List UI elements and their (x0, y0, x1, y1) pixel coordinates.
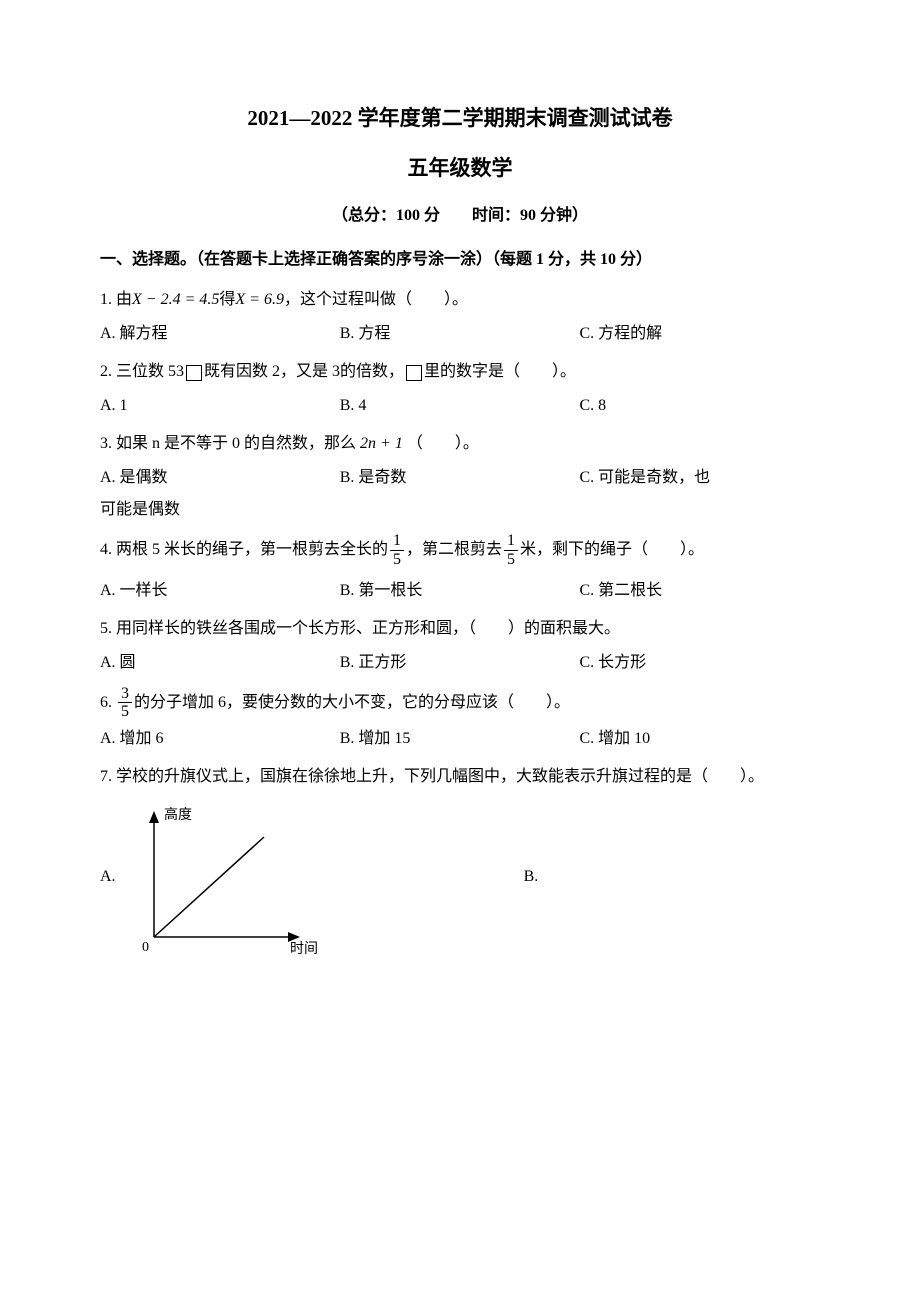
q6-options: A. 增加 6 B. 增加 15 C. 增加 10 (100, 723, 820, 755)
q6-fraction: 35 (118, 685, 132, 721)
q1-text-pre: 1. 由 (100, 291, 132, 308)
question-7-text: 7. 学校的升旗仪式上，国旗在徐徐地上升，下列几幅图中，大致能表示升旗过程的是（… (100, 761, 820, 793)
q1-expr2: X = 6.9 (235, 291, 284, 308)
q4-text-pre: 4. 两根 5 米长的绳子，第一根剪去全长的 (100, 541, 388, 558)
q4-option-c: C. 第二根长 (580, 575, 820, 607)
q4-text-post: 米，剩下的绳子（ ）。 (520, 541, 704, 558)
q5-options: A. 圆 B. 正方形 C. 长方形 (100, 647, 820, 679)
svg-text:0: 0 (142, 940, 149, 955)
question-6: 6. 35的分子增加 6，要使分数的大小不变，它的分母应该（ ）。 A. 增加 … (100, 685, 820, 755)
question-4-text: 4. 两根 5 米长的绳子，第一根剪去全长的15，第二根剪去15米，剩下的绳子（… (100, 532, 820, 568)
question-5: 5. 用同样长的铁丝各围成一个长方形、正方形和圆，（ ）的面积最大。 A. 圆 … (100, 613, 820, 679)
q4-fraction-2: 15 (504, 532, 518, 568)
q6-text-pre: 6. (100, 693, 116, 710)
q3-option-c: C. 可能是奇数，也 (580, 462, 820, 494)
q5-option-b: B. 正方形 (340, 647, 580, 679)
q7-graphs: A. 高度时间 0 B. (100, 797, 820, 957)
q1-text-post: ，这个过程叫做（ ）。 (284, 291, 468, 308)
question-3-text: 3. 如果 n 是不等于 0 的自然数，那么 2n + 1 （ ）。 (100, 428, 820, 460)
q4-options: A. 一样长 B. 第一根长 C. 第二根长 (100, 575, 820, 607)
q2-option-b: B. 4 (340, 390, 580, 422)
q1-option-c: C. 方程的解 (580, 318, 820, 350)
question-7: 7. 学校的升旗仪式上，国旗在徐徐地上升，下列几幅图中，大致能表示升旗过程的是（… (100, 761, 820, 957)
q1-expr1: X − 2.4 = 4.5 (132, 291, 219, 308)
question-1-text: 1. 由X − 2.4 = 4.5得X = 6.9，这个过程叫做（ ）。 (100, 284, 820, 316)
question-2-text: 2. 三位数 53 既有因数 2，又是 3的倍数， 里的数字是（ ）。 (100, 356, 820, 388)
q6-option-a: A. 增加 6 (100, 723, 340, 755)
fraction-den: 5 (118, 703, 132, 721)
question-6-text: 6. 35的分子增加 6，要使分数的大小不变，它的分母应该（ ）。 (100, 685, 820, 721)
blank-box-icon (406, 365, 422, 381)
svg-text:高度: 高度 (164, 806, 192, 823)
q6-text-post: 的分子增加 6，要使分数的大小不变，它的分母应该（ ）。 (134, 693, 570, 710)
q6-option-c: C. 增加 10 (580, 723, 820, 755)
q1-text-mid: 得 (219, 291, 235, 308)
q7-option-a: A. (100, 861, 116, 893)
fraction-den: 5 (504, 551, 518, 569)
question-2: 2. 三位数 53 既有因数 2，又是 3的倍数， 里的数字是（ ）。 A. 1 B… (100, 356, 820, 422)
q2-text-post: 里的数字是（ ）。 (424, 363, 576, 380)
blank-box-icon (186, 365, 202, 381)
fraction-num: 1 (504, 532, 518, 551)
q4-option-a: A. 一样长 (100, 575, 340, 607)
q1-option-b: B. 方程 (340, 318, 580, 350)
q4-option-b: B. 第一根长 (340, 575, 580, 607)
fraction-num: 3 (118, 685, 132, 704)
fraction-den: 5 (390, 551, 404, 569)
q6-option-b: B. 增加 15 (340, 723, 580, 755)
q3-text-post: （ ）。 (407, 435, 479, 452)
q2-text-pre: 2. 三位数 53 (100, 363, 184, 380)
section-header: 一、选择题。（在答题卡上选择正确答案的序号涂一涂）（每题 1 分，共 10 分） (100, 244, 820, 276)
q4-text-mid: ，第二根剪去 (406, 541, 502, 558)
title-info: （总分：100 分 时间：90 分钟） (100, 202, 820, 231)
q3-option-b: B. 是奇数 (340, 462, 580, 494)
q3-option-a: A. 是偶数 (100, 462, 340, 494)
q1-option-a: A. 解方程 (100, 318, 340, 350)
q7-option-b: B. (524, 861, 539, 893)
q5-option-a: A. 圆 (100, 647, 340, 679)
q1-options: A. 解方程 B. 方程 C. 方程的解 (100, 318, 820, 350)
q3-option-c-cont: 可能是偶数 (100, 494, 820, 526)
q2-option-c: C. 8 (580, 390, 820, 422)
q2-text-mid: 既有因数 2，又是 3的倍数， (204, 363, 404, 380)
question-5-text: 5. 用同样长的铁丝各围成一个长方形、正方形和圆，（ ）的面积最大。 (100, 613, 820, 645)
q3-options: A. 是偶数 B. 是奇数 C. 可能是奇数，也 (100, 462, 820, 494)
title-sub: 五年级数学 (100, 150, 820, 188)
q4-fraction-1: 15 (390, 532, 404, 568)
question-1: 1. 由X − 2.4 = 4.5得X = 6.9，这个过程叫做（ ）。 A. … (100, 284, 820, 350)
question-4: 4. 两根 5 米长的绳子，第一根剪去全长的15，第二根剪去15米，剩下的绳子（… (100, 532, 820, 606)
q2-options: A. 1 B. 4 C. 8 (100, 390, 820, 422)
svg-text:时间: 时间 (290, 941, 318, 957)
q3-text-pre: 3. 如果 n 是不等于 0 的自然数，那么 (100, 435, 356, 452)
question-3: 3. 如果 n 是不等于 0 的自然数，那么 2n + 1 （ ）。 A. 是偶… (100, 428, 820, 526)
title-main: 2021—2022 学年度第二学期期末调查测试试卷 (100, 100, 820, 138)
q2-option-a: A. 1 (100, 390, 340, 422)
q5-option-c: C. 长方形 (580, 647, 820, 679)
q7-graph-a: 高度时间 0 (124, 797, 324, 957)
q3-expr: 2n + 1 (360, 435, 403, 452)
fraction-num: 1 (390, 532, 404, 551)
